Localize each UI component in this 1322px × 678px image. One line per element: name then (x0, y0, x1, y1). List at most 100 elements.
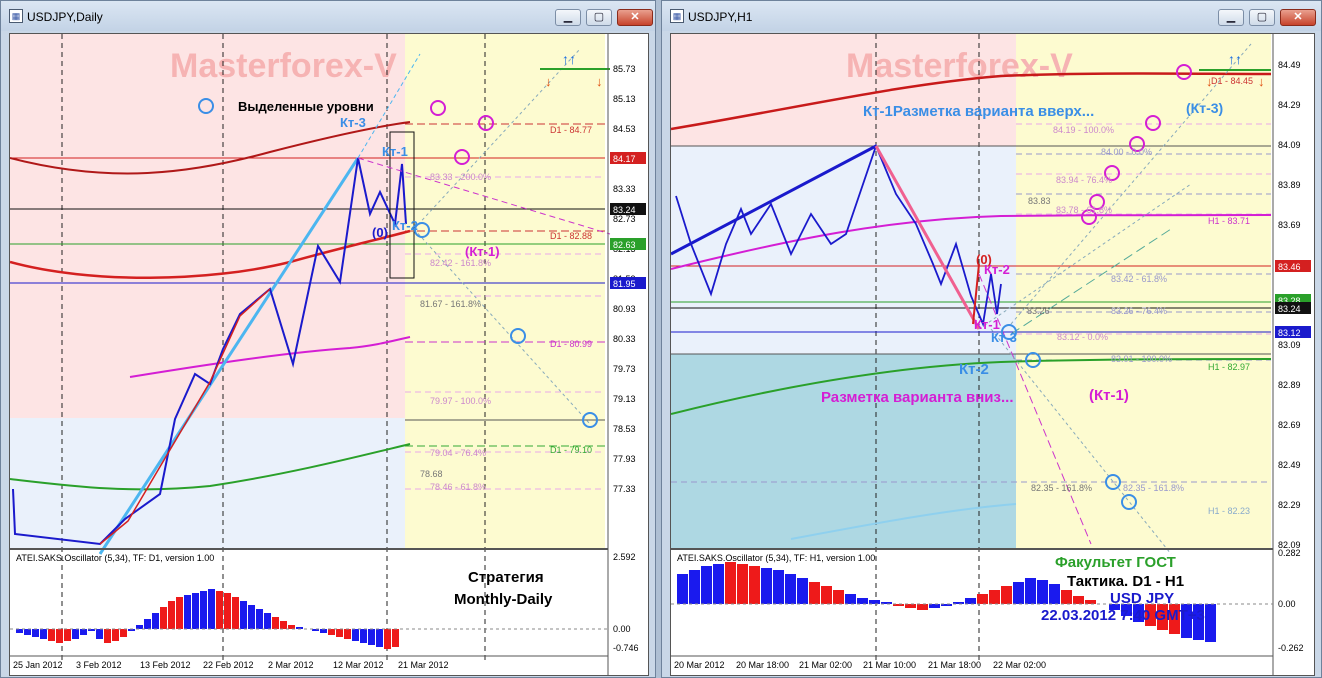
price-badge-label: 84.17 (613, 154, 636, 164)
minimize-button[interactable]: ▁ (555, 9, 581, 26)
oscillator-bar (713, 564, 724, 604)
oscillator-bar (24, 629, 31, 635)
close-button[interactable]: ✕ (617, 9, 653, 26)
price-axis-label: 83.69 (1278, 220, 1301, 230)
time-axis-label: 22 Mar 02:00 (993, 660, 1046, 670)
oscillator-bar (953, 602, 964, 604)
right-watermark: Masterforex-V (846, 47, 1073, 85)
price-axis-label: 82.49 (1278, 460, 1301, 470)
level-label: 83.01 - 100.0% (1111, 354, 1172, 364)
left-watermark: Masterforex-V (170, 47, 397, 85)
pair-label: USD JPY (1110, 590, 1174, 607)
time-axis-label: 22 Feb 2012 (203, 660, 254, 670)
oscillator-bar (749, 566, 760, 604)
osc-axis-label: -0.262 (1278, 643, 1304, 653)
oscillator-bar (264, 613, 271, 629)
oscillator-bar (881, 602, 892, 604)
oscillator-bar (833, 590, 844, 604)
oscillator-bar (821, 586, 832, 604)
kt3-paren-label: (Кт-3) (1186, 100, 1223, 116)
oscillator-bar (288, 625, 295, 629)
oscillator-bar (360, 629, 367, 643)
price-badge (1275, 260, 1311, 272)
oscillator-bar (989, 590, 1000, 604)
up-arrow-icon: ↑↑ (562, 51, 576, 67)
oscillator-bar (1157, 604, 1168, 630)
time-axis-label: 20 Mar 18:00 (736, 660, 789, 670)
oscillator-bar (240, 601, 247, 629)
price-badge (1275, 302, 1311, 314)
price-badge-label: 81.95 (613, 279, 636, 289)
oscillator-bar (1121, 604, 1132, 616)
oscillator-bar (320, 629, 327, 633)
price-axis-label: 80.33 (613, 334, 636, 344)
osc-axis-label: 0.00 (613, 624, 631, 634)
oscillator-bar (1193, 604, 1204, 640)
level-label: D1 - 79.10 (550, 445, 592, 455)
osc-axis-label: 0.00 (1278, 599, 1296, 609)
maximize-button[interactable]: ▢ (1249, 9, 1275, 26)
left-price-chart[interactable]: Masterforex-V (9, 33, 649, 676)
oscillator-bar (1073, 596, 1084, 604)
level-label: D1 - 84.77 (550, 125, 592, 135)
right-window-titlebar[interactable]: ▦ USDJPY,H1 ▁ ▢ ✕ (662, 1, 1321, 31)
oscillator-bar (120, 629, 127, 637)
chart-window-icon: ▦ (9, 9, 23, 23)
level-label: 84.19 - 100.0% (1053, 125, 1114, 135)
oscillator-bar (64, 629, 71, 641)
price-badge-label: 83.46 (1278, 262, 1301, 272)
oscillator-bar (40, 629, 47, 639)
kt1-label: Кт-1 (382, 144, 408, 159)
oscillator-bar (761, 568, 772, 604)
level-label: 83.42 - 61.8% (1111, 274, 1167, 284)
time-axis-label: 21 Mar 18:00 (928, 660, 981, 670)
tactic-label: Тактика. D1 - H1 (1067, 573, 1184, 590)
price-badge (610, 203, 646, 215)
oscillator-bar (797, 578, 808, 604)
price-badge (610, 152, 646, 164)
kt1-paren-label: (Кт-1) (1089, 387, 1129, 404)
time-axis-label: 21 Mar 10:00 (863, 660, 916, 670)
zero-label: (0) (976, 252, 992, 267)
oscillator-bar (80, 629, 87, 635)
price-axis-label: 83.33 (613, 184, 636, 194)
level-label: 82.42 - 161.8% (430, 258, 491, 268)
price-axis-label: 84.49 (1278, 60, 1301, 70)
oscillator-bar (224, 593, 231, 629)
oscillator-bar (785, 574, 796, 604)
time-axis-label: 20 Mar 2012 (674, 660, 725, 670)
oscillator-bar (16, 629, 23, 633)
oscillator-bar (376, 629, 383, 647)
down-arrow-icon: ↓ (1206, 74, 1213, 89)
oscillator-bar (917, 604, 928, 610)
level-label: 84.00 - 0.0% (1101, 147, 1152, 157)
level-label: D1 - 82.88 (550, 231, 592, 241)
minimize-button[interactable]: ▁ (1218, 9, 1244, 26)
maximize-button[interactable]: ▢ (586, 9, 612, 26)
level-label: 78.68 (420, 469, 443, 479)
kt2-pink-label: Кт-2 (984, 262, 1010, 277)
oscillator-bar (128, 629, 135, 631)
oscillator-bar (1001, 586, 1012, 604)
oscillator-bar (248, 605, 255, 629)
oscillator-bar (216, 591, 223, 629)
oscillator-bar (88, 629, 95, 631)
down-arrow-icon: ↓ (545, 74, 552, 89)
price-axis-label: 83.09 (1278, 340, 1301, 350)
levels-title: Выделенные уровни (238, 99, 374, 114)
right-window-title: USDJPY,H1 (688, 10, 753, 24)
oscillator-title: ATEI.SAKS.Oscillator (5,34), TF: D1, ver… (16, 553, 214, 563)
oscillator-bar (112, 629, 119, 641)
price-axis-label: 83.89 (1278, 180, 1301, 190)
oscillator-bar (1169, 604, 1180, 634)
oscillator-bar (737, 564, 748, 604)
left-window-titlebar[interactable]: ▦ USDJPY,Daily ▁ ▢ ✕ (1, 1, 655, 31)
oscillator-bar (725, 562, 736, 604)
faculty-title: Факультет ГОСТ (1055, 554, 1176, 571)
oscillator-bar (893, 604, 904, 606)
price-badge (610, 277, 646, 289)
faculty-gost-label: ГОСТ (1136, 554, 1176, 571)
right-price-chart[interactable]: Masterforex-V (670, 33, 1315, 676)
level-label: 83.12 - 0.0% (1057, 332, 1108, 342)
close-button[interactable]: ✕ (1280, 9, 1316, 26)
